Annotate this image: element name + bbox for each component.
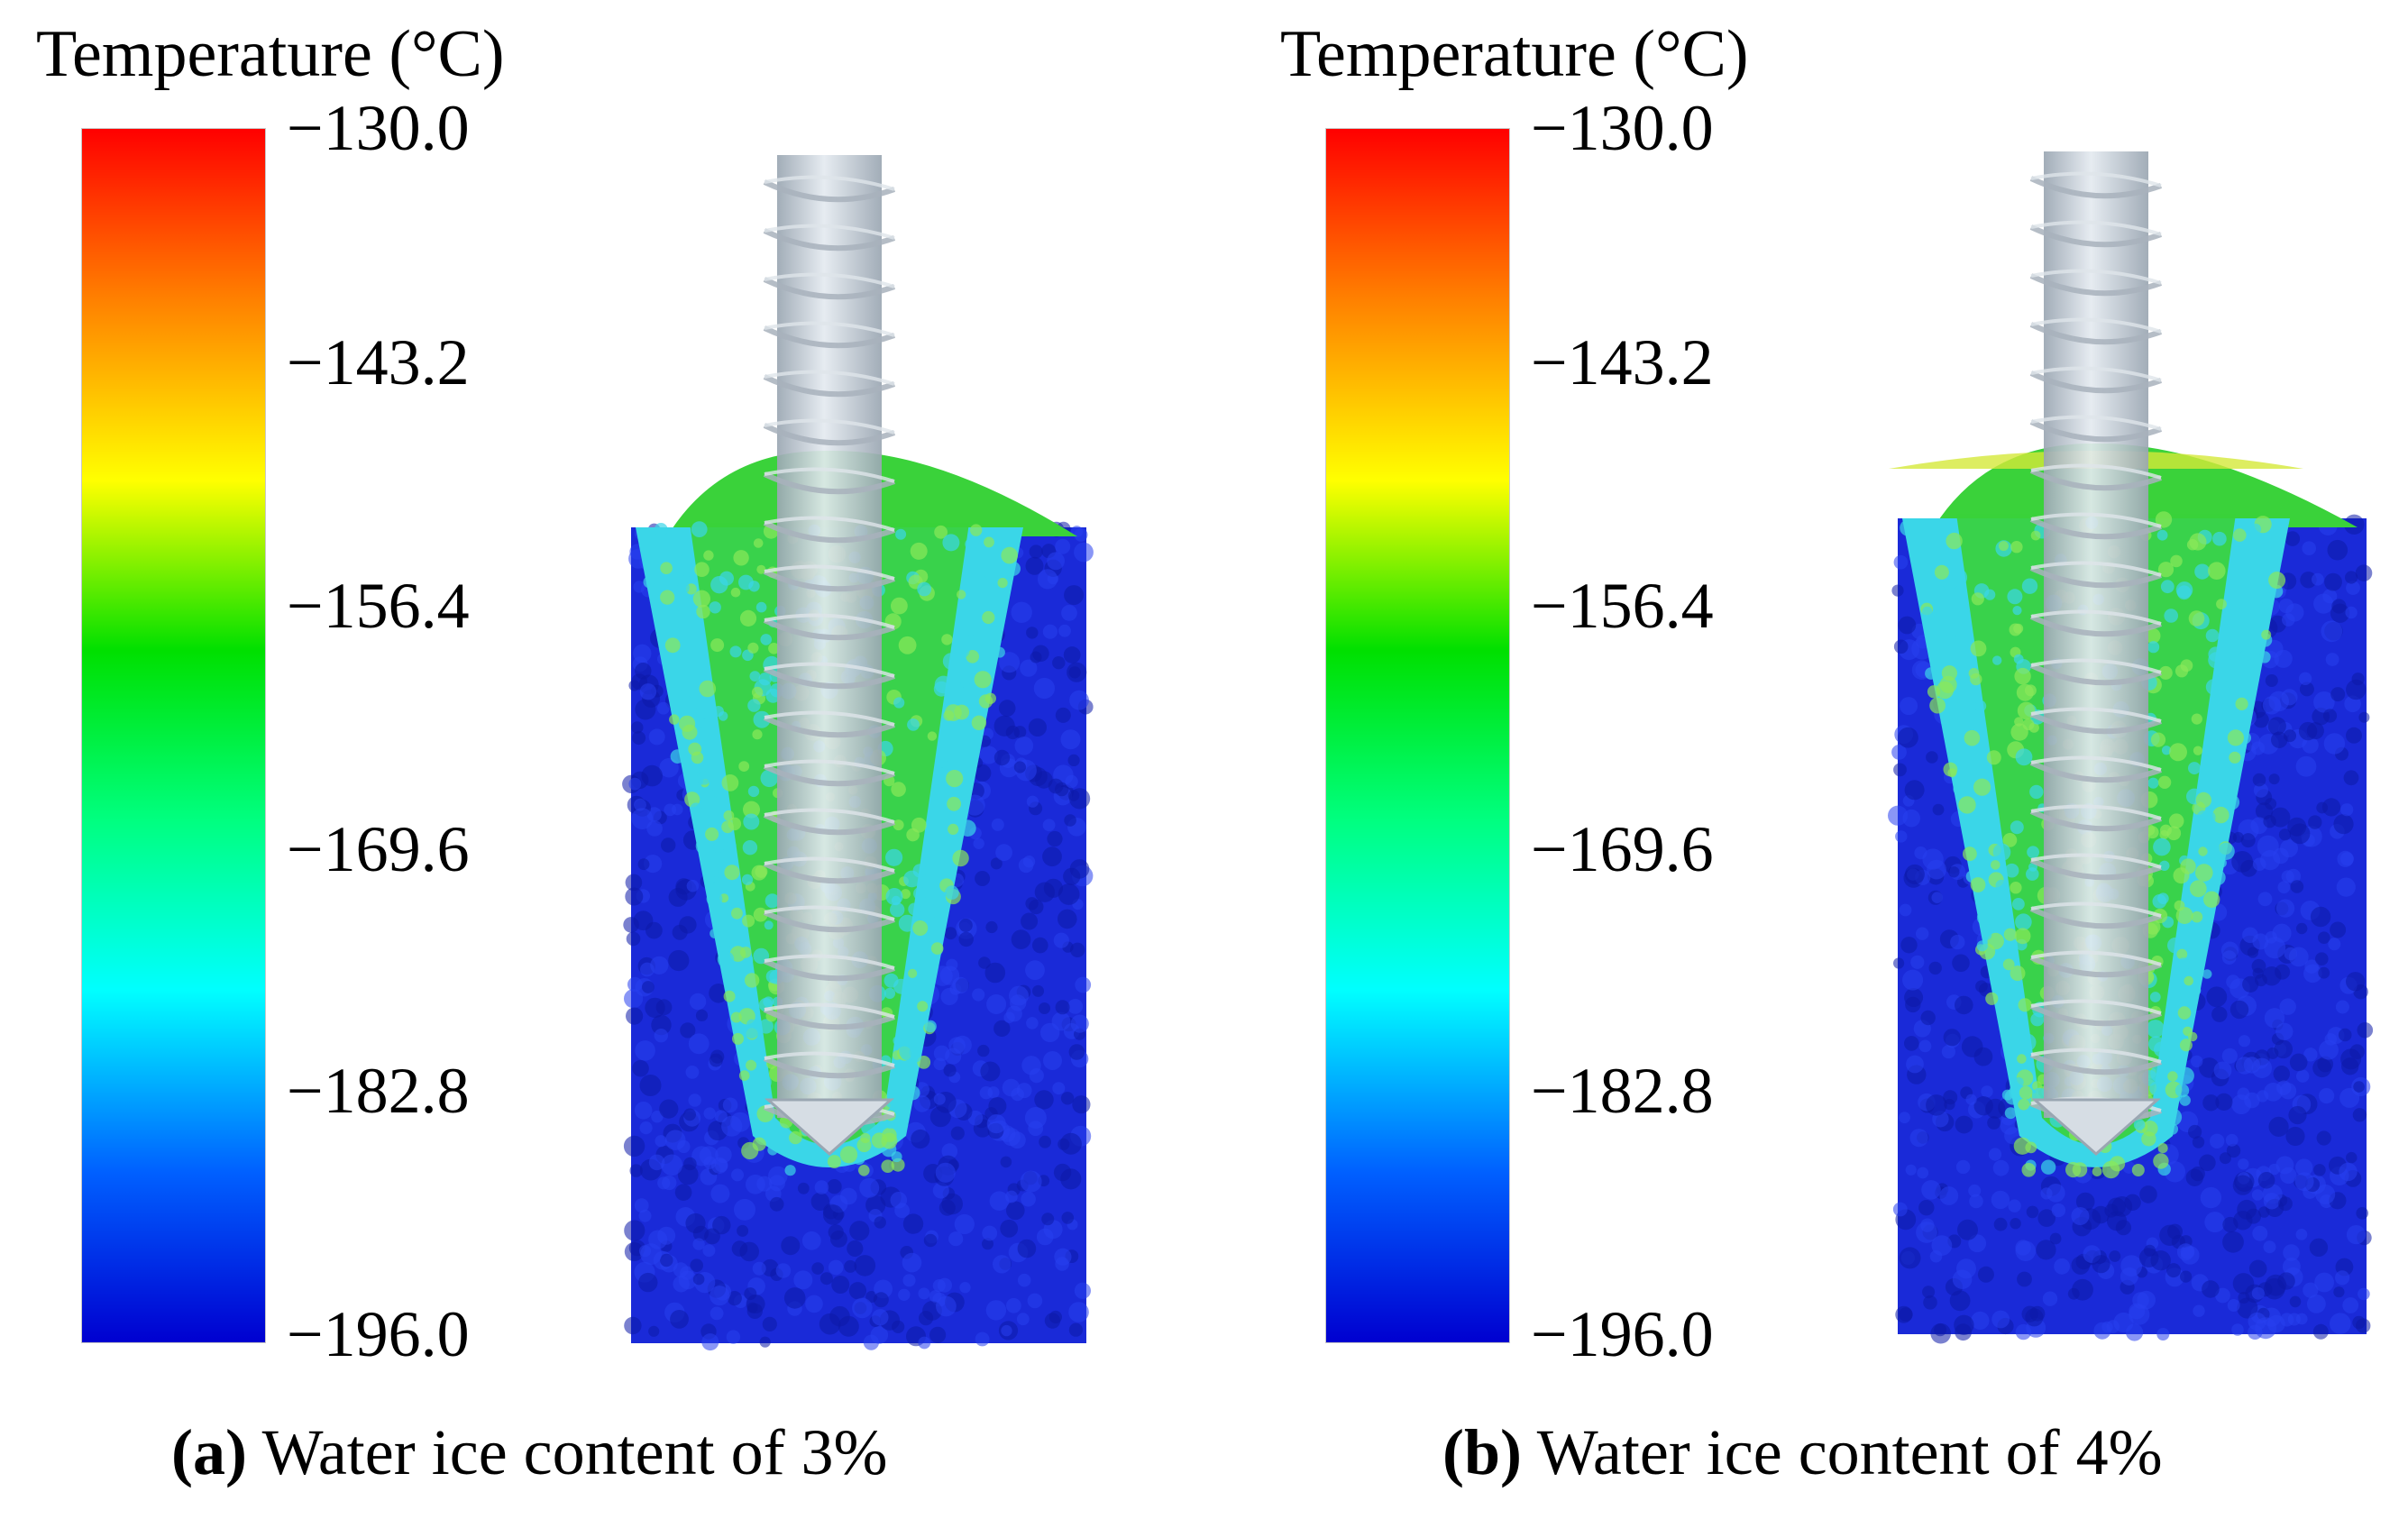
caption: (b) Water ice content of 4% [1442,1415,2163,1490]
drill-simulation-image [1888,151,2374,1344]
panel-a: Temperature (°C) −130.0 −143.2 −156.4 −1… [36,0,1094,1519]
colorbar-title: Temperature (°C) [1280,17,1749,91]
tick-label: −196.0 [287,1298,470,1370]
caption-text: Water ice content of 3% [246,1416,888,1488]
tick-label: −182.8 [1531,1055,1714,1127]
tick-label: −130.0 [287,92,470,164]
tick-label: −182.8 [287,1055,470,1127]
tick-label: −130.0 [1531,92,1714,164]
tick-label: −196.0 [1531,1298,1714,1370]
tick-label: −169.6 [1531,813,1714,885]
drill-simulation-image [622,155,1094,1351]
colorbar [81,128,266,1343]
colorbar-ticks: −130.0 −143.2 −156.4 −169.6 −182.8 −196.… [287,0,521,1519]
colorbar-ticks: −130.0 −143.2 −156.4 −169.6 −182.8 −196.… [1531,0,1765,1519]
caption-text: Water ice content of 4% [1522,1416,2163,1488]
colorbar [1325,128,1510,1343]
tick-label: −143.2 [287,326,470,398]
tick-label: −169.6 [287,813,470,885]
panel-b: Temperature (°C) −130.0 −143.2 −156.4 −1… [1244,0,2408,1519]
colorbar-title: Temperature (°C) [36,17,505,91]
tick-label: −156.4 [287,570,470,642]
caption: (a) Water ice content of 3% [171,1415,888,1490]
caption-letter: (a) [171,1416,247,1488]
caption-letter: (b) [1442,1416,1522,1488]
tick-label: −156.4 [1531,570,1714,642]
tick-label: −143.2 [1531,326,1714,398]
